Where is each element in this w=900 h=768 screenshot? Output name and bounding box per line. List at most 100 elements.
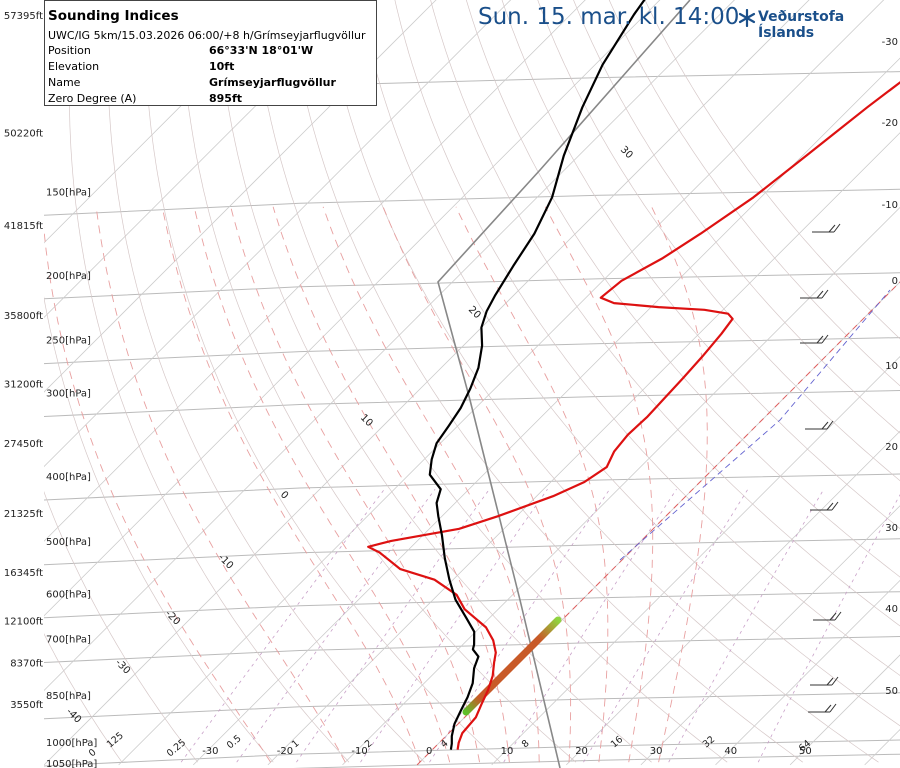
isotherm-line <box>267 132 900 766</box>
dry-adiabat-line <box>107 0 425 763</box>
isotherm-line <box>44 0 586 542</box>
height-label: 41815ft <box>4 221 43 232</box>
mixing-ratio-label: 2 <box>363 738 375 750</box>
wind-barb <box>810 676 839 686</box>
mixing-ratio-line <box>583 488 749 763</box>
pressure-label: 500[hPa] <box>46 537 91 548</box>
info-label-name: Name <box>48 76 81 89</box>
mixing-ratio-label: 0.5 <box>225 733 244 751</box>
moist-adiabat-line <box>161 206 421 763</box>
wind-barbs <box>800 223 842 713</box>
pressure-label: 700[hPa] <box>46 634 91 645</box>
temperature-tick-label: -30 <box>202 746 218 757</box>
moist-adiabat-line <box>44 226 271 763</box>
dry-adiabat-line <box>465 0 900 578</box>
height-label: 12100ft <box>4 617 43 628</box>
isotherm-inline-label: -40 <box>64 706 83 725</box>
moist-adiabat-line <box>651 206 708 763</box>
isobar-line <box>44 692 900 720</box>
pressure-label: 300[hPa] <box>46 388 91 399</box>
temperature-tick-label: 30 <box>650 746 663 757</box>
isotherm-line <box>193 57 900 766</box>
pressure-label: 1050[hPa] <box>46 759 97 768</box>
isotherm-line <box>491 356 900 766</box>
right-axis-label: 0 <box>892 276 898 287</box>
info-value-elevation: 10ft <box>209 60 235 73</box>
wind-barb-flag <box>816 335 824 344</box>
mixing-ratio-line <box>429 488 611 763</box>
logo-text: Veðurstofa Íslands <box>758 9 845 41</box>
isotherm-line <box>44 0 437 393</box>
right-axis-label: 40 <box>885 604 898 615</box>
wind-barb-flag <box>831 501 839 511</box>
moist-adiabat-line <box>272 206 510 763</box>
isotherm-inline-label: 10 <box>358 412 375 429</box>
mixing-ratio-label: 4 <box>439 738 451 750</box>
moist-adiabat-line <box>382 206 572 763</box>
info-title: Sounding Indices <box>48 8 179 24</box>
wind-barb <box>812 223 841 233</box>
temperature-profile <box>367 81 900 750</box>
right-axis-label: 50 <box>885 686 898 697</box>
mixing-ratio-line <box>360 488 548 763</box>
temperature-tick-label: 10 <box>501 746 514 757</box>
pressure-label: 400[hPa] <box>46 472 91 483</box>
mixing-ratio-line <box>180 488 385 763</box>
pressure-label: 200[hPa] <box>46 271 91 282</box>
info-value-name: Grímseyjarflugvöllur <box>209 76 336 89</box>
wind-barb-flag <box>826 677 834 686</box>
height-label: 8370ft <box>10 659 43 670</box>
isotherm-line <box>44 0 512 468</box>
height-label: 57395ft <box>4 11 43 22</box>
moist-adiabat-line <box>455 206 609 763</box>
mixing-ratio-label: 0.25 <box>165 737 188 759</box>
isotherm-inline-label: -30 <box>113 657 132 676</box>
isobar-line <box>44 591 900 619</box>
zero-isotherm-line <box>416 281 900 766</box>
lcl-line <box>619 289 891 561</box>
wind-barb-flag <box>829 612 837 621</box>
dry-adiabat-line <box>251 0 728 763</box>
height-label: 31200ft <box>4 380 43 391</box>
moist-adiabat-line <box>193 206 451 763</box>
isotherm-line <box>789 654 900 766</box>
moist-adiabat-line <box>544 206 654 763</box>
temperature-tick-label: -20 <box>277 746 293 757</box>
temperature-tick-label: 20 <box>575 746 588 757</box>
pressure-label: 850[hPa] <box>46 691 91 702</box>
height-label: 16345ft <box>4 568 43 579</box>
moist-adiabat-line <box>95 206 346 763</box>
vedurstofa-logo: Veðurstofa Íslands <box>738 6 898 41</box>
temperature-tick-label: 0 <box>426 746 432 757</box>
dry-adiabat-line <box>287 0 804 763</box>
wind-barb-flag <box>834 611 842 621</box>
height-label: 21325ft <box>4 509 43 520</box>
pressure-label: 600[hPa] <box>46 590 91 601</box>
dry-adiabat-line <box>215 0 652 763</box>
surface-parcel-segment <box>462 616 562 716</box>
isotherm-inline-label: 30 <box>618 144 635 161</box>
right-axis-label: -10 <box>882 200 898 211</box>
isotherm-line <box>566 430 900 766</box>
dry-adiabat-line <box>644 0 900 340</box>
right-axis-label: 20 <box>885 442 898 453</box>
temperature-tick-label: 40 <box>724 746 737 757</box>
mixing-ratio-label: 125 <box>105 730 126 750</box>
wind-barb <box>808 703 837 713</box>
mixing-ratio-line <box>296 488 490 763</box>
isobar-line <box>44 473 900 501</box>
sounding-indices-box: Sounding Indices UWC/IG 5km/15.03.2026 0… <box>44 0 377 106</box>
wind-barb-flag <box>831 676 839 686</box>
isotherm-line <box>416 281 900 766</box>
wind-barb-flag <box>829 703 837 713</box>
mixing-ratio-line <box>503 488 677 763</box>
wind-barb-flag <box>826 420 834 430</box>
wind-barb <box>805 420 834 430</box>
wind-barb <box>810 501 839 511</box>
wind-barb-flag <box>821 289 829 299</box>
dry-adiabat-line <box>144 0 501 763</box>
axis-labels: 1050[hPa] 1000[hPa] 850[hPa] 700[hPa] 600[hP… <box>4 11 898 768</box>
snowflake-icon <box>738 9 756 27</box>
dry-adiabat-line <box>68 0 350 763</box>
